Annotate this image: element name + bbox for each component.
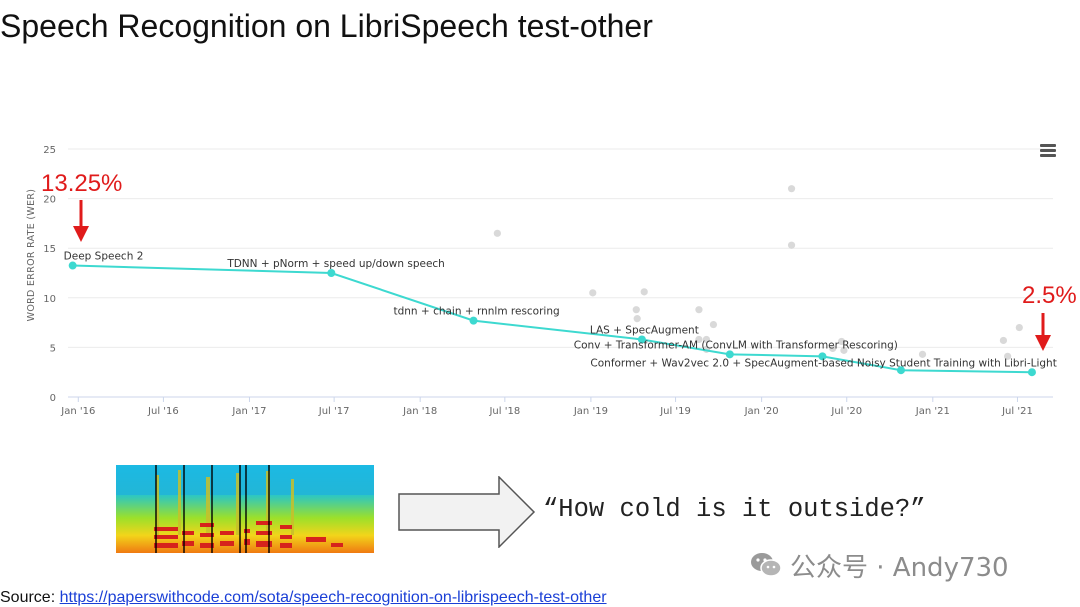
sota-point[interactable] [637, 335, 646, 344]
x-tick-label: Jul '16 [147, 406, 179, 417]
y-axis: 0 5 10 15 20 25 WORD ERROR RATE (WER) [26, 145, 56, 404]
sota-point[interactable] [1027, 368, 1036, 377]
sota-series: Deep Speech 2 TDNN + pNorm + speed up/dow… [64, 251, 1057, 377]
wechat-icon [751, 553, 782, 577]
y-axis-label: WORD ERROR RATE (WER) [26, 189, 37, 322]
other-result-point[interactable] [840, 346, 848, 354]
x-tick-label: Jul '18 [488, 406, 520, 417]
other-result-point[interactable] [1015, 323, 1023, 332]
x-tick-label: Jan '17 [231, 406, 266, 417]
y-tick-label: 10 [43, 294, 56, 305]
sota-point-label: tdnn + chain + rnnlm rescoring [394, 306, 560, 318]
watermark-text: 公众号 · Andy730 [790, 552, 1009, 583]
page-title: Speech Recognition on LibriSpeech test-o… [0, 8, 653, 44]
other-result-point[interactable] [999, 336, 1008, 345]
other-result-point[interactable] [702, 335, 711, 344]
source-citation: Source: https://paperswithcode.com/sota/… [0, 589, 607, 607]
sota-point-label: LAS + SpecAugment [590, 324, 699, 336]
start-callout-arrow-head [73, 226, 89, 242]
sota-point-label: Conformer + Wav2vec 2.0 + SpecAugment-ba… [590, 357, 1056, 369]
other-result-point[interactable] [633, 315, 641, 323]
x-tick-label: Jul '21 [1001, 406, 1033, 417]
right-arrow-icon [398, 476, 536, 548]
sota-line [72, 264, 1032, 374]
x-axis: Jan '16 Jul '16 Jan '17 Jul '17 Jan '18 Jul '… [60, 397, 1033, 417]
chart-grid [68, 148, 1053, 398]
x-tick-label: Jan '21 [915, 406, 950, 417]
other-results [493, 185, 1023, 360]
other-result-point[interactable] [787, 241, 796, 249]
spectrogram-image [116, 465, 374, 553]
start-wer-callout: 13.25% [41, 170, 122, 197]
sota-point[interactable] [68, 261, 77, 270]
y-tick-label: 5 [50, 343, 56, 354]
other-result-point[interactable] [837, 337, 846, 346]
sota-point[interactable] [725, 350, 734, 359]
other-result-point[interactable] [493, 229, 501, 237]
sota-point-label: Conv + Transformer-AM (ConvLM with Trans… [574, 339, 898, 351]
y-tick-label: 25 [43, 145, 56, 156]
other-result-point[interactable] [1004, 352, 1012, 360]
y-tick-label: 0 [50, 393, 56, 404]
other-result-point[interactable] [589, 289, 597, 297]
sota-point[interactable] [327, 269, 336, 277]
other-result-point[interactable] [709, 320, 718, 329]
x-tick-label: Jan '19 [573, 406, 608, 417]
source-label: Source: [0, 589, 60, 606]
callouts: 13.25% 2.5% [41, 170, 1077, 351]
other-result-point[interactable] [918, 350, 927, 358]
sota-point-label: Deep Speech 2 [64, 251, 144, 263]
other-result-point[interactable] [632, 306, 640, 314]
x-tick-label: Jan '16 [60, 406, 95, 417]
sota-point[interactable] [469, 316, 478, 325]
source-link[interactable]: https://paperswithcode.com/sota/speech-r… [59, 589, 607, 606]
x-tick-label: Jan '18 [402, 406, 437, 417]
other-result-point[interactable] [695, 335, 703, 344]
other-result-point[interactable] [829, 344, 837, 352]
x-tick-label: Jan '20 [744, 406, 779, 417]
x-tick-label: Jul '20 [830, 406, 862, 417]
hamburger-menu-icon[interactable] [1040, 144, 1056, 158]
y-tick-label: 20 [43, 195, 56, 206]
y-tick-label: 15 [43, 244, 56, 255]
other-result-point[interactable] [640, 288, 648, 296]
sota-point-label: TDNN + pNorm + speed up/down speech [226, 258, 445, 270]
x-tick-label: Jul '19 [659, 406, 691, 417]
x-tick-label: Jul '17 [318, 406, 350, 417]
sota-point[interactable] [818, 352, 827, 361]
end-callout-arrow-head [1035, 335, 1051, 351]
other-result-point[interactable] [787, 185, 796, 193]
end-wer-callout: 2.5% [1022, 282, 1077, 309]
sota-point[interactable] [896, 366, 905, 375]
watermark: 公众号 · Andy730 [750, 548, 1009, 583]
other-result-point[interactable] [695, 306, 703, 314]
transcript-text: “How cold is it outside?” [543, 495, 926, 524]
